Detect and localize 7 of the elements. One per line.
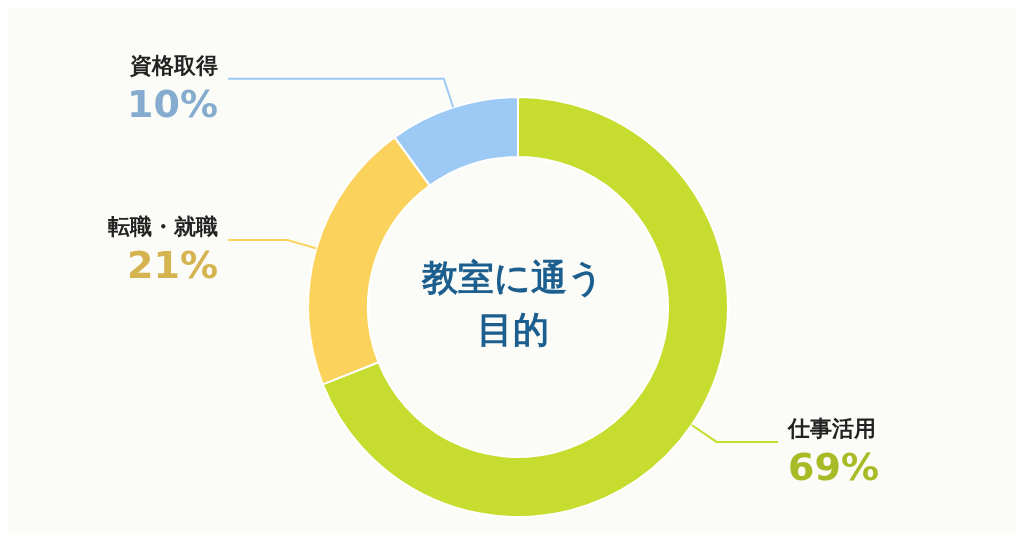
slice-label: 仕事活用 <box>787 415 876 441</box>
data-label: 21% <box>127 243 218 288</box>
slice-label: 資格取得 <box>129 52 218 78</box>
data-label: 10% <box>127 81 218 126</box>
slice-label: 転職・就職 <box>108 214 218 240</box>
text: 教室に通う目的 <box>420 256 605 352</box>
data-label: 69% <box>788 444 879 489</box>
